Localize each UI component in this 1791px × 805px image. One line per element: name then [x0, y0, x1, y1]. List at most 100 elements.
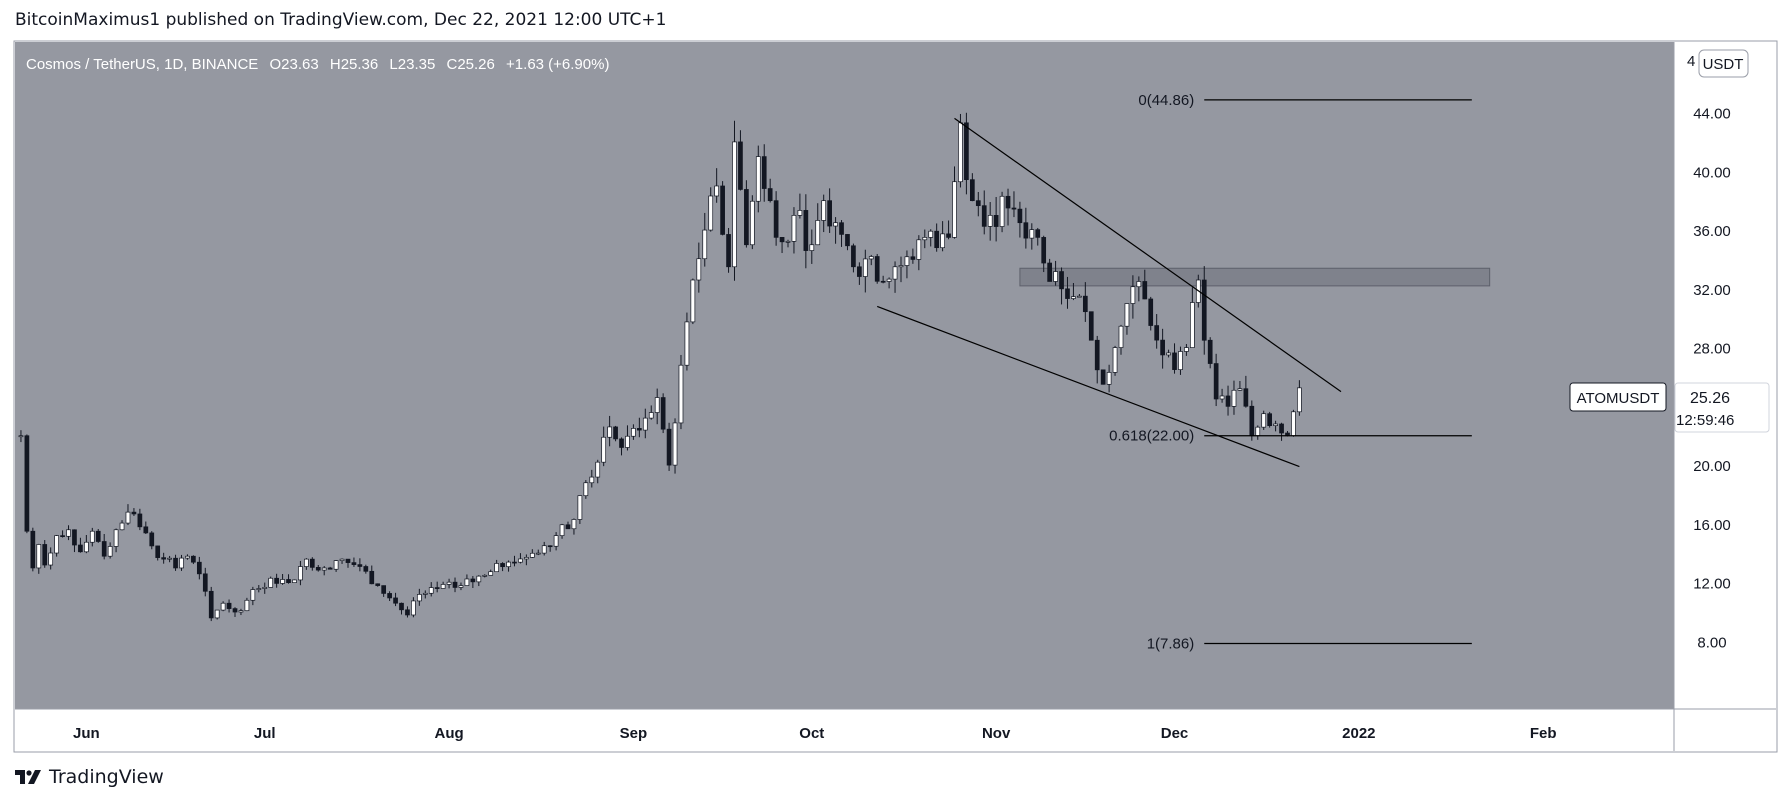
candle [309, 557, 315, 571]
candle [387, 591, 392, 601]
candle [1047, 258, 1052, 282]
resistance-zone[interactable] [1019, 267, 1491, 287]
candle-body-up [1053, 271, 1058, 282]
candle-body-down [512, 561, 517, 564]
candle [797, 193, 803, 219]
candle [416, 588, 422, 606]
candle-body-up [185, 555, 190, 559]
candle [999, 191, 1005, 233]
candle-body-down [226, 602, 232, 609]
candle [54, 535, 59, 557]
descending-resistance-line[interactable] [954, 117, 1342, 393]
candle [191, 555, 196, 565]
candle-body-down [1023, 222, 1029, 239]
candle [833, 217, 838, 244]
candle [1100, 369, 1106, 385]
candle [1166, 349, 1171, 358]
candle [518, 553, 523, 564]
candle-body-up [66, 529, 71, 537]
candle [298, 560, 303, 586]
candle [524, 554, 529, 566]
candle-body-down [1207, 339, 1213, 364]
candle-body-down [369, 570, 375, 585]
y-tick-label: 36.00 [1693, 223, 1731, 240]
candle [512, 555, 517, 567]
candle-body-down [1154, 325, 1160, 341]
candle [66, 525, 71, 541]
candle-body-down [196, 561, 202, 575]
legend-symbol[interactable]: Cosmos / TetherUS, 1D, BINANCE [26, 56, 258, 73]
candle-body-down [363, 566, 369, 572]
candle-body-down [744, 189, 749, 246]
candle [1130, 275, 1136, 319]
candle [845, 234, 850, 251]
candle [149, 531, 155, 550]
candle [107, 542, 113, 559]
descending-support-line[interactable] [876, 305, 1300, 468]
candle [101, 533, 107, 560]
candle [488, 569, 494, 576]
candle [922, 229, 928, 249]
candle-body-up [791, 215, 797, 242]
candle-body-up [524, 557, 529, 560]
candle-body-down [1094, 339, 1100, 371]
candle [1017, 201, 1023, 238]
candle [1237, 381, 1243, 391]
candle [1261, 410, 1267, 430]
candle [434, 581, 440, 593]
candle-body-down [357, 564, 363, 567]
candle-body-up [1184, 347, 1189, 352]
currency-button[interactable] [1698, 49, 1749, 78]
candle-body-up [642, 417, 648, 431]
candle-body-down [969, 179, 975, 202]
candle-body-up [250, 589, 256, 601]
candle-body-down [773, 200, 779, 238]
candle-body-down [637, 428, 642, 431]
candle-body-up [1077, 295, 1082, 298]
candle-body-up [214, 609, 220, 619]
candle [702, 212, 708, 267]
candle [1023, 207, 1029, 249]
candle-body-up [868, 256, 874, 260]
candle [1279, 422, 1284, 441]
candle-body-up [428, 587, 434, 594]
candle-body-up [422, 592, 428, 595]
candle-body-up [48, 552, 54, 566]
candle [1207, 337, 1213, 369]
candle-body-up [1130, 286, 1136, 304]
candle [886, 277, 892, 289]
candle [547, 545, 553, 552]
candle-body-up [607, 426, 612, 438]
candle-body-down [761, 156, 767, 189]
tradingview-logo[interactable]: TradingView [15, 766, 164, 788]
candle-body-down [72, 529, 77, 546]
candle [601, 426, 607, 467]
candle-body-up [119, 522, 125, 531]
candle [446, 578, 452, 589]
candle-body-down [208, 590, 214, 619]
candle-body-down [1017, 208, 1023, 224]
candle-body-up [702, 229, 708, 260]
candle-body-down [95, 530, 101, 542]
candle [30, 527, 36, 572]
y-tick-label: 8.00 [1697, 634, 1726, 651]
candle [815, 203, 821, 246]
candle [369, 565, 375, 585]
candle [720, 181, 725, 236]
legend-high-value: 25.36 [341, 56, 379, 73]
candle-body-down [202, 573, 208, 592]
candle [470, 576, 476, 588]
candle-body-down [345, 558, 351, 563]
candle-body-down [726, 234, 731, 268]
candle [738, 130, 743, 191]
candle [529, 549, 535, 558]
candle [125, 504, 131, 526]
candle-body-down [143, 526, 149, 534]
x-tick-label: Feb [1530, 725, 1557, 742]
candle-body-up [36, 544, 42, 569]
candle-body-down [851, 245, 856, 268]
candle-body-up [113, 529, 119, 547]
candle-body-down [975, 200, 981, 207]
candle [1154, 314, 1160, 349]
plot-area[interactable] [15, 42, 1674, 709]
